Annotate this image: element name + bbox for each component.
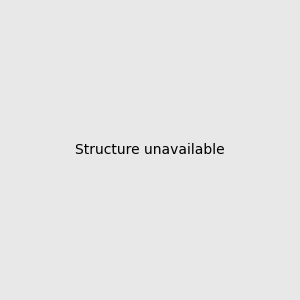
Text: Structure unavailable: Structure unavailable bbox=[75, 143, 225, 157]
